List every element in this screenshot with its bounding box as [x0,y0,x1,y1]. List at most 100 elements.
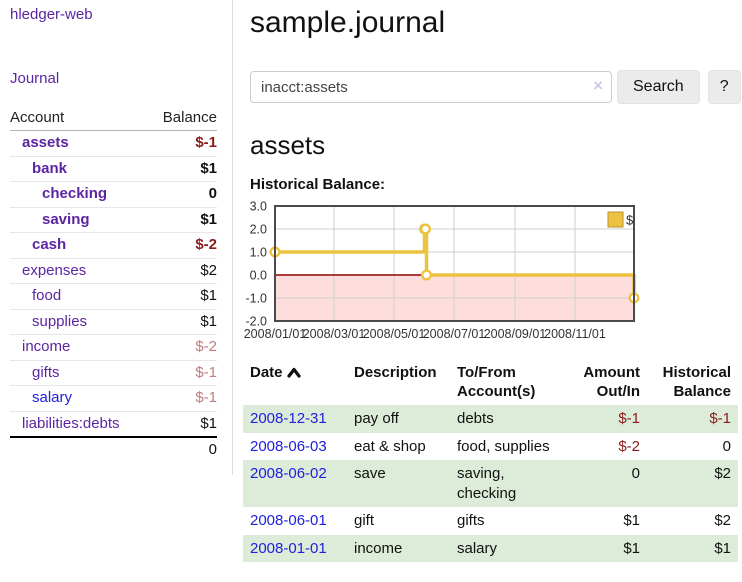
account-link-saving[interactable]: saving [42,210,90,228]
account-link-income[interactable]: income [22,338,71,355]
register-header-row: Date Description To/From Account(s) Amou… [243,360,738,406]
register-header-balance: Historical Balance [662,363,731,400]
register-accounts: food, supplies [457,437,550,455]
account-link-checking[interactable]: checking [42,185,108,202]
register-header-description: Description [354,363,437,381]
search-help-button[interactable]: ? [707,70,741,104]
data-point-marker [419,223,431,235]
search-input[interactable] [250,71,612,103]
x-axis-tick-label: 2008/09/01 [484,327,547,341]
register-balance: $-1 [647,405,738,433]
sidebar: hledger-web Journal Account Balance asse… [0,0,233,475]
register-row: 2008-01-01 income salary $1 $1 [243,534,738,563]
sidebar-account-row: food $1 [10,283,217,310]
x-axis-tick-label: 2008/11/01 [544,327,606,341]
account-link-expenses[interactable]: expenses [22,261,87,279]
account-balance: $1 [145,309,217,335]
account-link-liabilities-debts[interactable]: liabilities:debts [22,414,120,432]
register-description: gift [354,512,375,530]
chart-container: 3.0 2.0 1.0 0.0 -1.0 -2.0 2008/01/01 2008/03/01… [243,198,742,348]
sidebar-account-row: cash $-2 [10,232,217,259]
search-form: × Search ? [250,70,742,104]
accounts-table: Account Balance assets $-1 bank $1 checking 0… [10,106,217,463]
register-accounts: debts [450,405,560,433]
sidebar-account-row: expenses $2 [10,258,217,284]
register-description: income [347,534,450,563]
register-accounts: gifts [457,512,485,530]
register-header-date[interactable]: Date [243,360,347,406]
register-header-amount: Amount Out/In [583,363,640,400]
account-balance: $-2 [145,334,217,361]
register-date-link[interactable]: 2008-06-03 [250,437,327,455]
register-date-link[interactable]: 2008-06-01 [250,512,327,530]
register-amount: $1 [623,512,640,530]
account-link-food[interactable]: food [32,287,62,304]
sidebar-account-row: gifts $-1 [10,360,217,386]
register-description: save [347,460,450,508]
account-link-cash[interactable]: cash [32,236,67,253]
search-box: × [250,71,612,103]
page-title: sample.journal [250,6,446,39]
account-balance: $1 [145,156,217,182]
register-header-accounts: To/From Account(s) [457,363,536,400]
account-balance: $2 [145,258,217,284]
account-balance: $1 [145,207,217,233]
account-link-supplies[interactable]: supplies [32,312,88,330]
sidebar-account-row: checking 0 [10,181,217,208]
register-accounts: salary [450,534,560,563]
sidebar-account-row: bank $1 [10,156,217,182]
register-date-link[interactable]: 2008-06-02 [250,465,327,483]
sidebar-account-row: saving $1 [10,207,217,233]
y-axis-tick-label: 3.0 [250,199,267,213]
clear-search-icon[interactable]: × [593,76,603,95]
sidebar-account-row: income $-2 [10,334,217,361]
register-row: 2008-06-03 eat & shop food, supplies $-2 0 [243,433,738,461]
account-link-salary[interactable]: salary [32,389,73,406]
legend-swatch [607,211,624,228]
sort-ascending-icon[interactable] [286,367,301,378]
chart-label: Historical Balance: [250,175,386,193]
search-button[interactable]: Search [617,70,700,104]
historical-balance-chart: 3.0 2.0 1.0 0.0 -1.0 -2.02008/01/012008/03/01… [244,199,640,341]
register-body: 2008-12-31 pay off debts $-1 $-1 2008-06-03 ea… [243,405,738,563]
legend-label: $ [626,212,634,227]
account-balance: $-2 [145,232,217,259]
register-amount: $-1 [560,405,647,433]
account-link-bank[interactable]: bank [32,159,68,177]
account-link-gifts[interactable]: gifts [32,363,60,381]
register-accounts: saving, checking [450,460,560,508]
app-title-link[interactable]: hledger-web [10,6,93,23]
data-point-marker [420,269,432,281]
register-amount: $1 [560,534,647,563]
register-balance: 0 [722,437,731,455]
y-axis-tick-label: -1.0 [245,291,267,305]
register-table: Date Description To/From Account(s) Amou… [243,360,738,563]
register-amount: 0 [560,460,647,508]
main-content: sample.journal × Search ? assets Histori… [233,0,742,563]
sidebar-accounts-body: assets $-1 bank $1 checking 0 saving $1 cash $-2 e… [10,130,217,438]
register-date-link[interactable]: 2008-01-01 [250,539,327,557]
register-row: 2008-06-02 save saving, checking 0 $2 [243,460,738,508]
register-row: 2008-12-31 pay off debts $-1 $-1 [243,405,738,433]
register-date-link[interactable]: 2008-12-31 [250,410,327,428]
sidebar-item-journal[interactable]: Journal [10,70,60,87]
register-balance: $2 [714,512,731,530]
sidebar-account-row: assets $-1 [10,130,217,157]
account-balance: 0 [145,181,217,208]
register-row: 2008-06-01 gift gifts $1 $2 [243,507,738,535]
account-link-assets[interactable]: assets [22,134,69,151]
x-axis-tick-label: 2008/07/01 [423,327,486,341]
register-description: pay off [347,405,450,433]
y-axis-tick-label: 0.0 [250,268,267,282]
sidebar-account-row: salary $-1 [10,385,217,412]
account-balance: $1 [145,411,217,438]
register-balance: $2 [647,460,738,508]
y-axis-tick-label: -2.0 [245,314,267,328]
app-title: hledger-web [10,6,216,23]
x-axis-tick-label: 2008/01/01 [244,327,307,341]
accounts-header-account: Account [10,106,145,131]
account-heading: assets [250,130,326,160]
accounts-total-balance: 0 [208,441,217,458]
page: hledger-web Journal Account Balance asse… [0,0,742,563]
sidebar-nav: Journal [10,70,216,87]
